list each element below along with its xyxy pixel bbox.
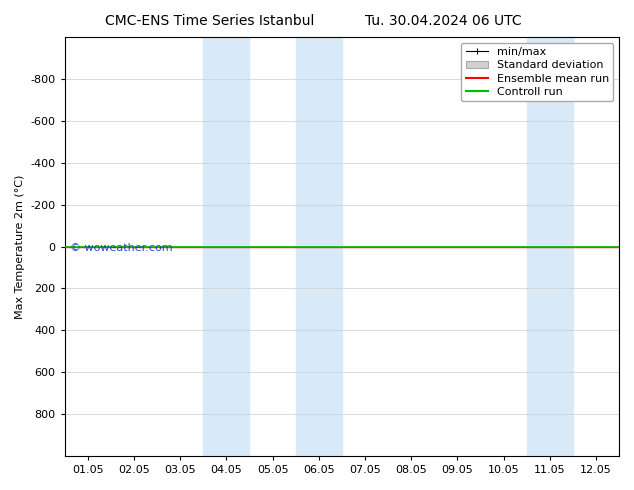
Legend: min/max, Standard deviation, Ensemble mean run, Controll run: min/max, Standard deviation, Ensemble me…: [461, 43, 614, 101]
Bar: [527, 37, 573, 456]
Y-axis label: Max Temperature 2m (°C): Max Temperature 2m (°C): [15, 174, 25, 318]
Bar: [204, 37, 249, 456]
Text: © woweather.com: © woweather.com: [70, 243, 173, 253]
Text: CMC-ENS Time Series Istanbul: CMC-ENS Time Series Istanbul: [105, 14, 314, 28]
Bar: [295, 37, 342, 456]
Bar: [619, 37, 634, 456]
Text: Tu. 30.04.2024 06 UTC: Tu. 30.04.2024 06 UTC: [365, 14, 522, 28]
